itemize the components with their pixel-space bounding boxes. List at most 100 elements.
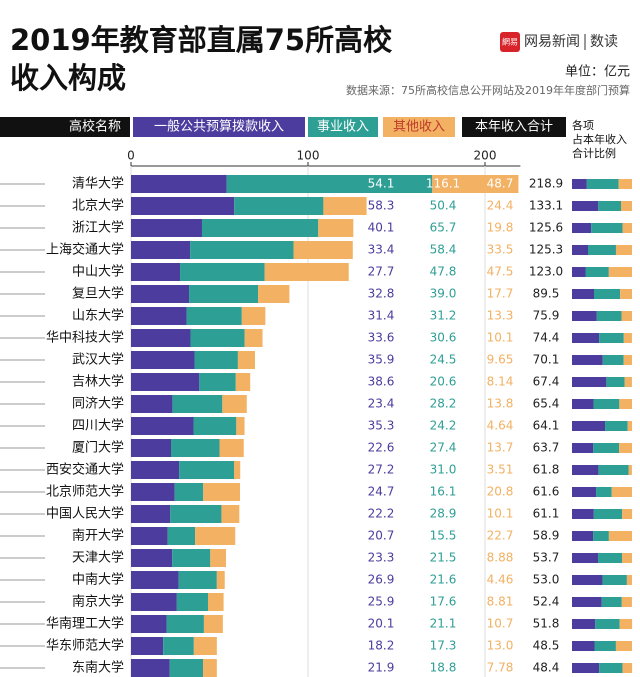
share-segment: [572, 245, 588, 255]
unit: 单位：亿元: [565, 65, 630, 80]
bar-segment: [131, 351, 195, 369]
header-bg: [462, 117, 566, 137]
value-label: 21.6: [430, 573, 457, 587]
total-label: 63.7: [533, 441, 560, 455]
value-label: 13.3: [487, 309, 514, 323]
share-segment: [572, 575, 603, 585]
share-segment: [623, 355, 632, 365]
bar-segment: [203, 659, 217, 677]
value-label: 18.2: [368, 639, 395, 653]
share-segment: [572, 377, 607, 387]
share-segment: [595, 619, 620, 629]
share-segment: [572, 443, 594, 453]
x-tick-label: 200: [474, 149, 497, 163]
share-segment: [572, 641, 595, 651]
bar-segment: [131, 263, 181, 281]
value-label: 27.7: [368, 265, 395, 279]
value-label: 58.3: [368, 199, 395, 213]
category-label: 厦门大学: [72, 440, 124, 456]
bar-segment: [293, 241, 353, 259]
share-segment: [599, 333, 624, 343]
total-label: 89.5: [533, 287, 560, 301]
value-label: 24.5: [430, 353, 457, 367]
value-label: 8.14: [487, 375, 514, 389]
bar-segment: [221, 505, 240, 523]
bar-segment: [131, 219, 202, 237]
share-segment: [596, 487, 612, 497]
value-label: 17.6: [430, 595, 457, 609]
value-label: 18.8: [430, 661, 457, 675]
share-segment: [608, 267, 632, 277]
category-label: 山东大学: [72, 308, 124, 324]
bar-segment: [323, 197, 367, 215]
bar-segment: [195, 527, 236, 545]
value-label: 58.4: [430, 243, 457, 257]
value-label: 20.8: [487, 485, 514, 499]
bar-segment: [131, 549, 173, 567]
bar-segment: [174, 483, 204, 501]
bar-segment: [193, 637, 217, 655]
share-segment: [601, 597, 622, 607]
bar-segment: [234, 197, 324, 215]
brand-icon-bg: [500, 32, 520, 52]
share-segment: [591, 223, 623, 233]
legend-label: 一般公共预算拨款收入: [154, 119, 284, 135]
value-label: 24.7: [368, 485, 395, 499]
share-label: 合计比例: [572, 146, 616, 160]
share-segment: [572, 355, 603, 365]
share-segment: [593, 509, 623, 519]
share-segment: [593, 531, 609, 541]
bar-segment: [237, 351, 255, 369]
total-label: 133.1: [529, 199, 563, 213]
bar-segment: [194, 351, 238, 369]
bar-segment: [166, 615, 204, 633]
bar-segment: [131, 373, 200, 391]
value-label: 32.8: [368, 287, 395, 301]
share-segment: [619, 399, 632, 409]
value-label: 23.4: [368, 397, 395, 411]
value-label: 3.51: [487, 463, 514, 477]
share-segment: [572, 399, 594, 409]
bar-segment: [167, 527, 196, 545]
share-segment: [623, 333, 632, 343]
bar-segment: [190, 241, 294, 259]
header-category: 高校名称: [69, 119, 121, 135]
header-bg: [0, 117, 130, 137]
bar-segment: [199, 373, 236, 391]
x-tick-label: 100: [297, 149, 320, 163]
value-label: 30.6: [430, 331, 457, 345]
bar-segment: [131, 461, 180, 479]
share-segment: [572, 421, 606, 431]
bar-segment: [163, 637, 194, 655]
value-label: 35.3: [368, 419, 395, 433]
share-segment: [572, 487, 597, 497]
bar-segment: [131, 637, 164, 655]
share-segment: [608, 531, 632, 541]
bar-segment: [193, 417, 237, 435]
share-segment: [602, 355, 624, 365]
category-label: 复旦大学: [72, 286, 124, 302]
value-label: 7.78: [487, 661, 514, 675]
value-label: 24.2: [430, 419, 457, 433]
bar-segment: [264, 263, 349, 281]
bar-segment: [210, 549, 227, 567]
bar-segment: [131, 329, 191, 347]
value-label: 19.8: [487, 221, 514, 235]
value-label: 28.2: [430, 397, 457, 411]
total-label: 65.4: [533, 397, 560, 411]
share-segment: [622, 553, 632, 563]
category-label: 清华大学: [72, 176, 124, 192]
value-label: 33.4: [368, 243, 395, 257]
category-label: 中山大学: [72, 264, 124, 280]
total-label: 48.5: [533, 639, 560, 653]
value-label: 27.4: [430, 441, 457, 455]
bar-segment: [169, 659, 204, 677]
bar-segment: [131, 571, 179, 589]
bar-segment: [131, 241, 191, 259]
chart-title: 收入构成: [10, 61, 126, 95]
value-label: 33.6: [368, 331, 395, 345]
category-label: 西安交通大学: [46, 462, 124, 478]
total-label: 125.6: [529, 221, 563, 235]
category-label: 华中科技大学: [46, 330, 124, 346]
share-label: 占本年收入: [572, 132, 627, 146]
